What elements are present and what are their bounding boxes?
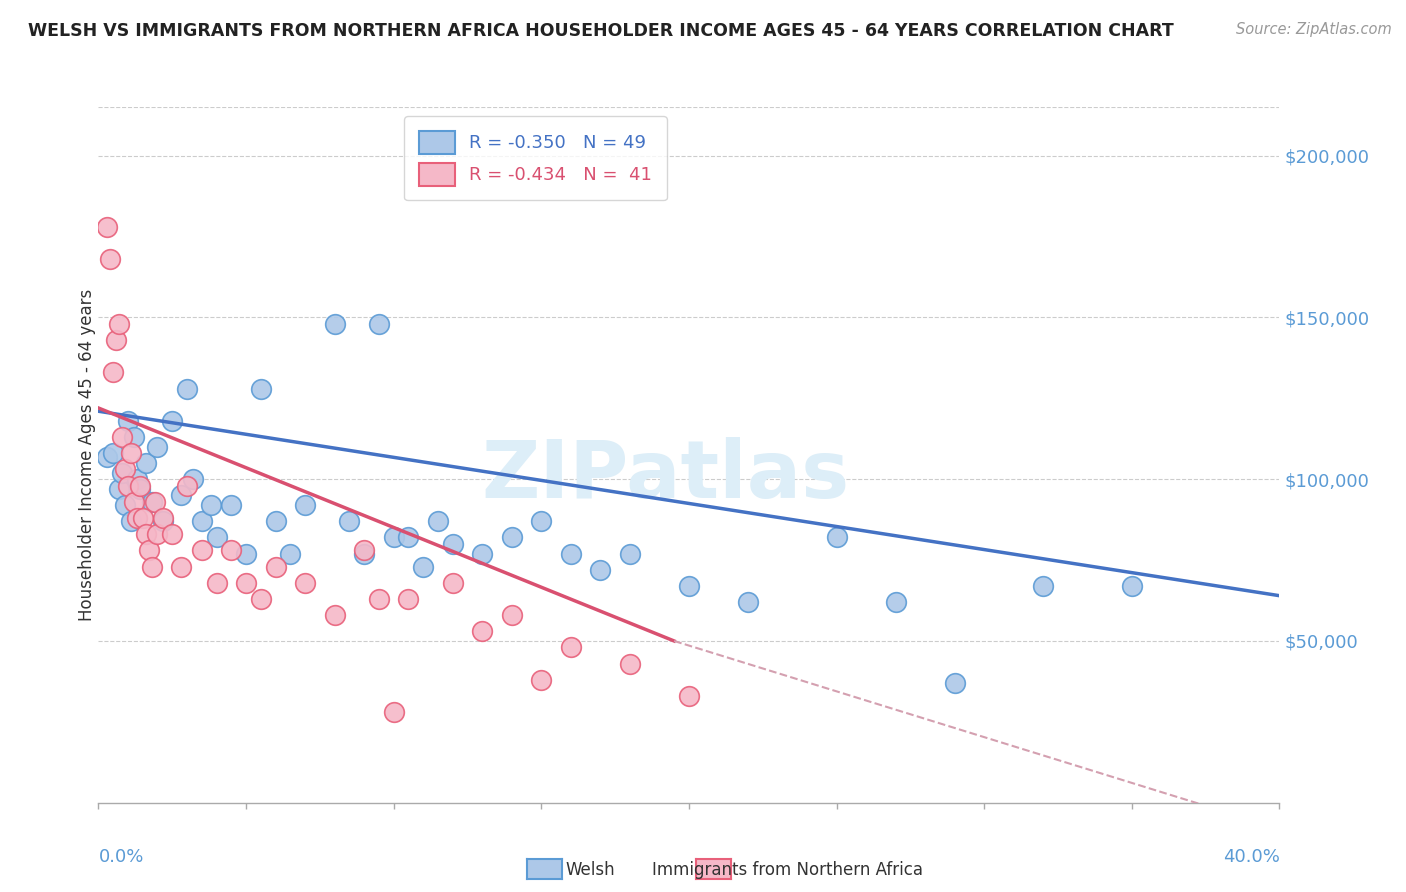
Point bbox=[278, 547, 302, 561]
Point bbox=[353, 547, 375, 561]
Point bbox=[219, 498, 242, 512]
Point bbox=[128, 478, 150, 492]
Point bbox=[125, 472, 148, 486]
Point bbox=[205, 575, 228, 590]
Point bbox=[176, 382, 198, 396]
Point bbox=[1121, 579, 1143, 593]
Point bbox=[152, 514, 174, 528]
Point bbox=[117, 414, 139, 428]
Point bbox=[382, 705, 405, 719]
Point bbox=[530, 514, 553, 528]
Point bbox=[737, 595, 759, 609]
Point bbox=[122, 430, 145, 444]
Point bbox=[560, 640, 582, 655]
Point bbox=[111, 466, 134, 480]
Point bbox=[250, 591, 273, 606]
Point bbox=[294, 498, 316, 512]
Point bbox=[323, 608, 346, 623]
Point bbox=[943, 676, 966, 690]
Point bbox=[143, 495, 166, 509]
Point bbox=[235, 547, 257, 561]
Point bbox=[200, 498, 222, 512]
Point bbox=[132, 511, 155, 525]
Point bbox=[162, 527, 183, 541]
Text: Welsh: Welsh bbox=[565, 861, 616, 879]
Point bbox=[96, 450, 118, 464]
Point bbox=[108, 482, 131, 496]
Point bbox=[128, 482, 150, 496]
Point bbox=[170, 559, 193, 574]
Point bbox=[120, 514, 142, 528]
Point bbox=[152, 511, 174, 525]
Text: 0.0%: 0.0% bbox=[98, 848, 143, 866]
Point bbox=[560, 547, 582, 561]
Point bbox=[114, 462, 136, 476]
Point bbox=[678, 579, 700, 593]
Point bbox=[120, 446, 142, 460]
Point bbox=[162, 414, 183, 428]
Point bbox=[122, 495, 145, 509]
Point bbox=[105, 333, 128, 347]
Text: WELSH VS IMMIGRANTS FROM NORTHERN AFRICA HOUSEHOLDER INCOME AGES 45 - 64 YEARS C: WELSH VS IMMIGRANTS FROM NORTHERN AFRICA… bbox=[28, 22, 1174, 40]
Point bbox=[205, 531, 228, 545]
Point bbox=[125, 511, 148, 525]
Point bbox=[103, 446, 125, 460]
Point bbox=[141, 495, 163, 509]
Point bbox=[678, 689, 700, 703]
Point bbox=[103, 365, 125, 379]
Point bbox=[353, 543, 375, 558]
Point bbox=[294, 575, 316, 590]
Point bbox=[619, 657, 641, 671]
Point bbox=[146, 440, 169, 454]
Point bbox=[98, 252, 121, 267]
Point bbox=[589, 563, 612, 577]
Point bbox=[501, 608, 523, 623]
Point bbox=[176, 478, 198, 492]
Point bbox=[135, 527, 157, 541]
Point bbox=[441, 537, 464, 551]
Text: Source: ZipAtlas.com: Source: ZipAtlas.com bbox=[1236, 22, 1392, 37]
Point bbox=[181, 472, 204, 486]
Point bbox=[235, 575, 257, 590]
Point bbox=[191, 514, 214, 528]
Point bbox=[471, 624, 494, 639]
Point bbox=[471, 547, 494, 561]
Point bbox=[141, 559, 163, 574]
Point bbox=[368, 591, 391, 606]
Point bbox=[264, 514, 287, 528]
Legend: R = -0.350   N = 49, R = -0.434   N =  41: R = -0.350 N = 49, R = -0.434 N = 41 bbox=[405, 116, 666, 201]
Point bbox=[368, 317, 391, 331]
Text: Immigrants from Northern Africa: Immigrants from Northern Africa bbox=[652, 861, 922, 879]
Point bbox=[111, 430, 134, 444]
Point bbox=[825, 531, 848, 545]
Text: 40.0%: 40.0% bbox=[1223, 848, 1279, 866]
Point bbox=[323, 317, 346, 331]
Point bbox=[170, 488, 193, 502]
Point bbox=[530, 673, 553, 687]
Point bbox=[96, 219, 118, 234]
Point bbox=[501, 531, 523, 545]
Point bbox=[146, 527, 169, 541]
Point bbox=[619, 547, 641, 561]
Point bbox=[337, 514, 360, 528]
Point bbox=[441, 575, 464, 590]
Point bbox=[135, 456, 157, 470]
Point bbox=[250, 382, 273, 396]
Point bbox=[108, 317, 131, 331]
Point bbox=[117, 478, 139, 492]
Point bbox=[264, 559, 287, 574]
Point bbox=[396, 591, 419, 606]
Point bbox=[114, 498, 136, 512]
Point bbox=[412, 559, 434, 574]
Point bbox=[382, 531, 405, 545]
Point bbox=[427, 514, 450, 528]
Point bbox=[219, 543, 242, 558]
Y-axis label: Householder Income Ages 45 - 64 years: Householder Income Ages 45 - 64 years bbox=[79, 289, 96, 621]
Point bbox=[191, 543, 214, 558]
Text: ZIPatlas: ZIPatlas bbox=[481, 437, 849, 515]
Point bbox=[884, 595, 907, 609]
Point bbox=[138, 543, 160, 558]
Point bbox=[396, 531, 419, 545]
Point bbox=[1032, 579, 1054, 593]
